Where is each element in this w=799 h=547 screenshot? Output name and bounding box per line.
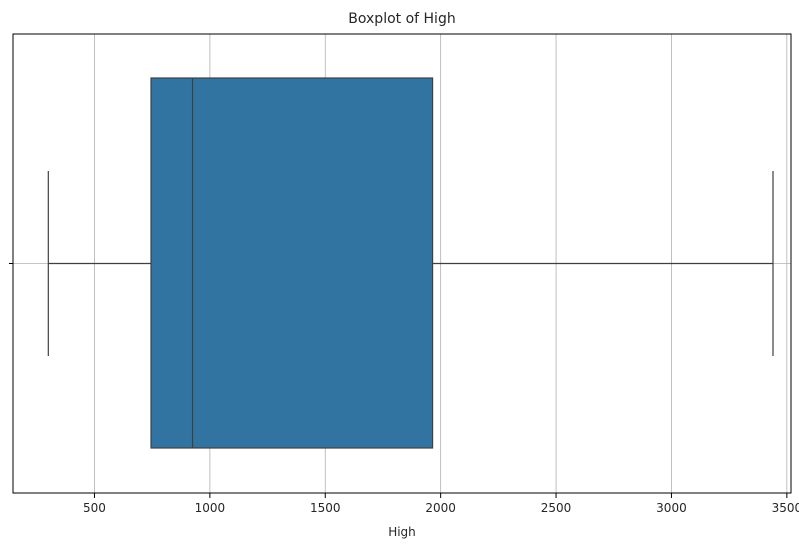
iqr-box <box>150 77 434 449</box>
tick-label-2500: 2500 <box>541 501 572 515</box>
tick-label-3000: 3000 <box>656 501 687 515</box>
x-axis-label: High <box>388 525 416 539</box>
box-plot <box>47 77 774 449</box>
x-axis-ticks: 500 1000 1500 2000 2500 3000 3500 <box>9 263 799 515</box>
tick-label-2000: 2000 <box>425 501 456 515</box>
tick-label-1000: 1000 <box>195 501 226 515</box>
chart-title: Boxplot of High <box>348 11 455 27</box>
tick-label-3500: 3500 <box>772 501 799 515</box>
tick-label-1500: 1500 <box>310 501 341 515</box>
tick-label-500: 500 <box>83 501 106 515</box>
